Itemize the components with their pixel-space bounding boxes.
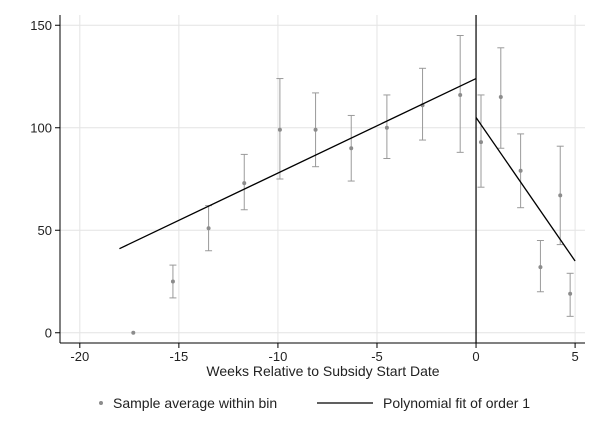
data-point (458, 92, 463, 97)
legend: Sample average within bin Polynomial fit… (99, 395, 530, 411)
data-point (206, 226, 211, 231)
data-point (478, 140, 483, 145)
data-point (170, 279, 175, 284)
x-tick-label: -5 (371, 349, 383, 364)
y-tick-label: 50 (38, 223, 52, 238)
data-point (313, 127, 318, 132)
grid (60, 15, 585, 343)
data-point (518, 168, 523, 173)
data-point (277, 127, 282, 132)
data-point (349, 146, 354, 151)
data-points (131, 92, 573, 335)
x-tick-label: -10 (269, 349, 288, 364)
x-axis-title: Weeks Relative to Subsidy Start Date (206, 363, 439, 379)
fit-lines (119, 77, 576, 262)
y-tick-label: 0 (45, 325, 52, 340)
y-tick-label: 150 (30, 18, 52, 33)
data-point (558, 193, 563, 198)
fit-line-segment (119, 77, 477, 250)
x-tick-label: -20 (70, 349, 89, 364)
fit-line-segment (475, 117, 576, 262)
x-tick-label: 0 (472, 349, 479, 364)
legend-label-sample-average: Sample average within bin (113, 395, 277, 411)
legend-point-marker (99, 401, 103, 405)
data-point (568, 291, 573, 296)
data-point (131, 330, 136, 335)
axes (55, 15, 585, 348)
data-point (242, 181, 247, 186)
y-tick-label: 100 (30, 120, 52, 135)
data-point (538, 265, 543, 270)
x-tick-label: -15 (169, 349, 188, 364)
error-bars (169, 35, 574, 317)
data-point (498, 95, 503, 99)
x-tick-label: 5 (571, 349, 578, 364)
data-point (384, 125, 389, 130)
legend-label-polynomial-fit: Polynomial fit of order 1 (383, 395, 530, 411)
